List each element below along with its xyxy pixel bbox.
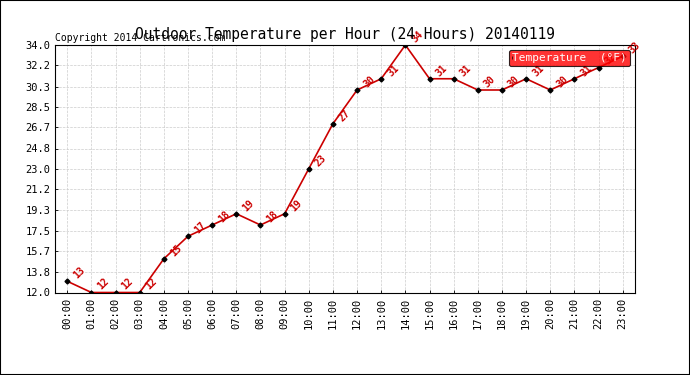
Text: 31: 31 — [386, 63, 401, 78]
Text: 34: 34 — [410, 29, 425, 44]
Text: 15: 15 — [168, 243, 184, 258]
Text: 19: 19 — [289, 198, 304, 213]
Text: 27: 27 — [337, 108, 353, 123]
Text: 12: 12 — [144, 276, 159, 292]
Text: Copyright 2014 Cartronics.com: Copyright 2014 Cartronics.com — [55, 33, 226, 42]
Text: 30: 30 — [506, 74, 522, 89]
Text: 32: 32 — [603, 51, 618, 67]
Text: 31: 31 — [458, 63, 473, 78]
Title: Outdoor Temperature per Hour (24 Hours) 20140119: Outdoor Temperature per Hour (24 Hours) … — [135, 27, 555, 42]
Text: 17: 17 — [193, 220, 208, 236]
Text: 30: 30 — [482, 74, 497, 89]
Text: 18: 18 — [265, 209, 280, 224]
Legend: Temperature  (°F): Temperature (°F) — [509, 50, 629, 66]
Text: 19: 19 — [241, 198, 256, 213]
Text: 23: 23 — [313, 153, 328, 168]
Text: 31: 31 — [579, 63, 594, 78]
Text: 30: 30 — [362, 74, 377, 89]
Text: 33: 33 — [627, 40, 642, 56]
Text: 12: 12 — [120, 276, 135, 292]
Text: 12: 12 — [96, 276, 111, 292]
Text: 31: 31 — [434, 63, 449, 78]
Text: 18: 18 — [217, 209, 232, 224]
Text: 31: 31 — [531, 63, 546, 78]
Text: 30: 30 — [555, 74, 570, 89]
Text: 13: 13 — [72, 265, 87, 280]
